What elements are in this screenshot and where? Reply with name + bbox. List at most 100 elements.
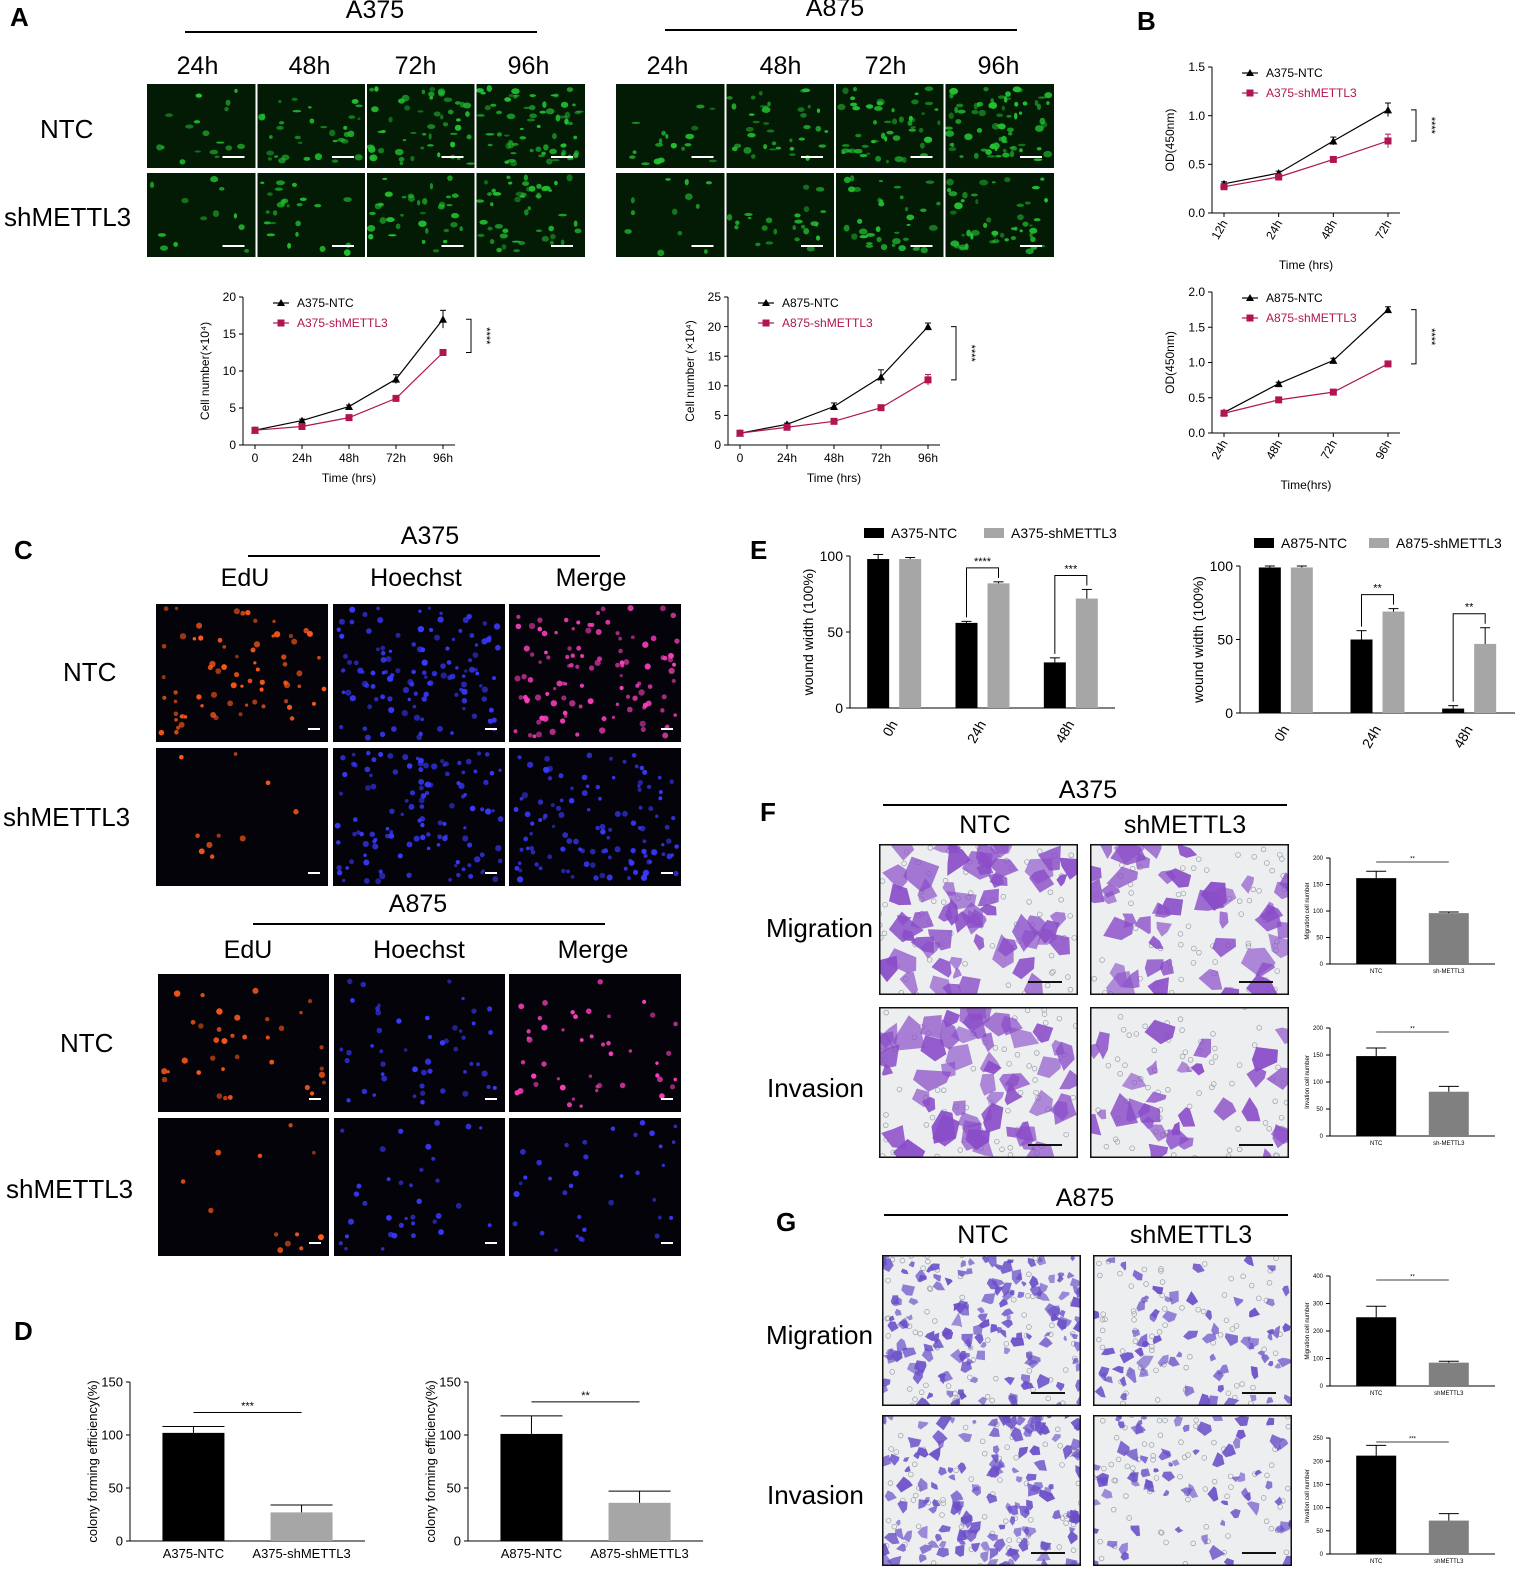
y-tick-label: 50 xyxy=(1316,1529,1323,1535)
y-tick-label: 0 xyxy=(1320,1552,1324,1558)
data-point xyxy=(345,402,353,411)
bar-A375-NTC xyxy=(867,559,890,708)
y-axis-label: Migration cell number xyxy=(1305,1302,1311,1359)
significance-bracket xyxy=(1411,109,1417,142)
column-label-ntc: NTC xyxy=(959,811,1011,839)
x-tick-label: 0 xyxy=(737,451,744,465)
data-point xyxy=(392,394,400,402)
legend-marker xyxy=(277,299,285,306)
x-tick-label: 0h xyxy=(879,718,901,739)
y-tick-label: 0.0 xyxy=(1188,426,1205,440)
legend-label: A875-NTC xyxy=(1266,291,1323,305)
x-tick-label: shMETTL3 xyxy=(1434,1559,1464,1565)
merge-micrograph-a375-ntc xyxy=(509,604,681,742)
merge-micrograph-a375-shmettl3 xyxy=(509,748,681,886)
y-tick-label: 0 xyxy=(1320,962,1324,968)
data-point xyxy=(1275,396,1283,404)
row-label-migration: Migration xyxy=(766,1320,873,1350)
x-tick-label: 72h xyxy=(871,451,891,465)
data-point xyxy=(392,375,400,383)
y-tick-label: 200 xyxy=(1313,856,1324,862)
data-point xyxy=(877,372,885,381)
timepoint-label: 96h xyxy=(977,52,1020,80)
significance-stars: *** xyxy=(241,1401,255,1413)
significance-bracket xyxy=(1361,594,1394,627)
y-tick-label: 20 xyxy=(708,320,722,334)
cell-line-title-a875: A875 xyxy=(388,890,448,918)
x-tick-label: A375-shMETTL3 xyxy=(252,1546,350,1561)
x-tick-label: 24h xyxy=(1263,218,1285,242)
y-tick-label: 0.5 xyxy=(1188,158,1205,172)
y-axis-label: Invation cell number xyxy=(1305,1469,1311,1523)
significance-bracket xyxy=(466,318,472,353)
data-point xyxy=(1329,356,1338,364)
legend-marker xyxy=(1246,69,1254,76)
channel-label-merge: Merge xyxy=(557,936,629,964)
x-tick-label: 24h xyxy=(964,718,990,746)
legend-swatch xyxy=(1254,538,1274,548)
y-tick-label: 1.5 xyxy=(1188,60,1205,74)
y-tick-label: 150 xyxy=(1313,1053,1324,1059)
data-point xyxy=(1384,137,1392,145)
x-tick-label: 0 xyxy=(252,451,259,465)
hoechst-micrograph-a375-ntc xyxy=(333,604,505,742)
y-tick-label: 150 xyxy=(439,1375,461,1390)
header-rule xyxy=(665,29,1017,31)
y-tick-label: 0 xyxy=(1320,1384,1324,1390)
bar-NTC xyxy=(1356,878,1397,964)
edu-micrograph-a375-ntc xyxy=(156,604,328,742)
y-tick-label: 1.0 xyxy=(1188,356,1205,370)
y-tick-label: 0 xyxy=(1320,1134,1324,1140)
y-tick-label: 50 xyxy=(1217,631,1233,647)
x-tick-label: NTC xyxy=(1370,1559,1383,1565)
row-label-invasion: Invasion xyxy=(767,1073,864,1103)
data-point xyxy=(1329,155,1337,163)
panel-label-f: F xyxy=(760,797,776,827)
y-tick-label: 100 xyxy=(1313,1080,1324,1086)
timepoint-label: 96h xyxy=(507,52,550,80)
header-rule xyxy=(883,804,1287,806)
column-label-ntc: NTC xyxy=(957,1221,1009,1249)
legend-marker xyxy=(762,299,770,306)
y-tick-label: 20 xyxy=(223,290,237,304)
gfp-micrograph-strip-a875-shmettl3 xyxy=(616,173,1054,257)
x-tick-label: A375-NTC xyxy=(163,1546,224,1561)
header-rule xyxy=(248,555,600,557)
bar-A875-shMETTL3 xyxy=(608,1502,671,1541)
channel-label-merge: Merge xyxy=(555,564,627,592)
gfp-micrograph-strip-a875-ntc xyxy=(616,84,1054,168)
hoechst-micrograph-a375-shmettl3 xyxy=(333,748,505,886)
y-tick-label: 0 xyxy=(835,700,843,716)
y-tick-label: 50 xyxy=(109,1481,123,1496)
y-axis-label: wound width (100%) xyxy=(800,569,816,697)
legend-marker xyxy=(762,319,770,327)
data-point xyxy=(830,402,838,411)
panel-label-e: E xyxy=(750,535,768,565)
legend-marker xyxy=(1246,294,1254,301)
bar-A875-shMETTL3 xyxy=(1290,567,1313,713)
significance-bracket xyxy=(966,567,999,618)
significance-stars: *** xyxy=(1064,563,1078,575)
legend-label: A375-NTC xyxy=(891,525,957,541)
bar-NTC xyxy=(1356,1056,1397,1136)
y-tick-label: 15 xyxy=(223,327,237,341)
legend-label: A375-shMETTL3 xyxy=(1011,525,1117,541)
panel-label-d: D xyxy=(14,1316,33,1346)
y-tick-label: 100 xyxy=(820,548,844,564)
y-tick-label: 15 xyxy=(708,349,722,363)
significance-bracket xyxy=(951,326,957,381)
panel-label-c: C xyxy=(14,535,33,565)
y-tick-label: 10 xyxy=(708,379,722,393)
data-point xyxy=(1384,360,1392,368)
data-point xyxy=(1384,105,1392,114)
transwell-micrograph-a875-ntc-migration xyxy=(882,1255,1081,1406)
legend-label: A875-shMETTL3 xyxy=(1266,311,1357,325)
y-tick-label: 0 xyxy=(714,438,721,452)
data-point xyxy=(1275,173,1283,181)
timepoint-label: 48h xyxy=(759,52,802,80)
x-tick-label: 24h xyxy=(777,451,797,465)
data-point xyxy=(1274,379,1283,388)
line-chart-a375-od450: 0.0 0.5 1.0 1.5 12h 24h 48h 72h Time (hrs) OD(450… xyxy=(1163,60,1437,272)
data-point xyxy=(298,423,306,430)
